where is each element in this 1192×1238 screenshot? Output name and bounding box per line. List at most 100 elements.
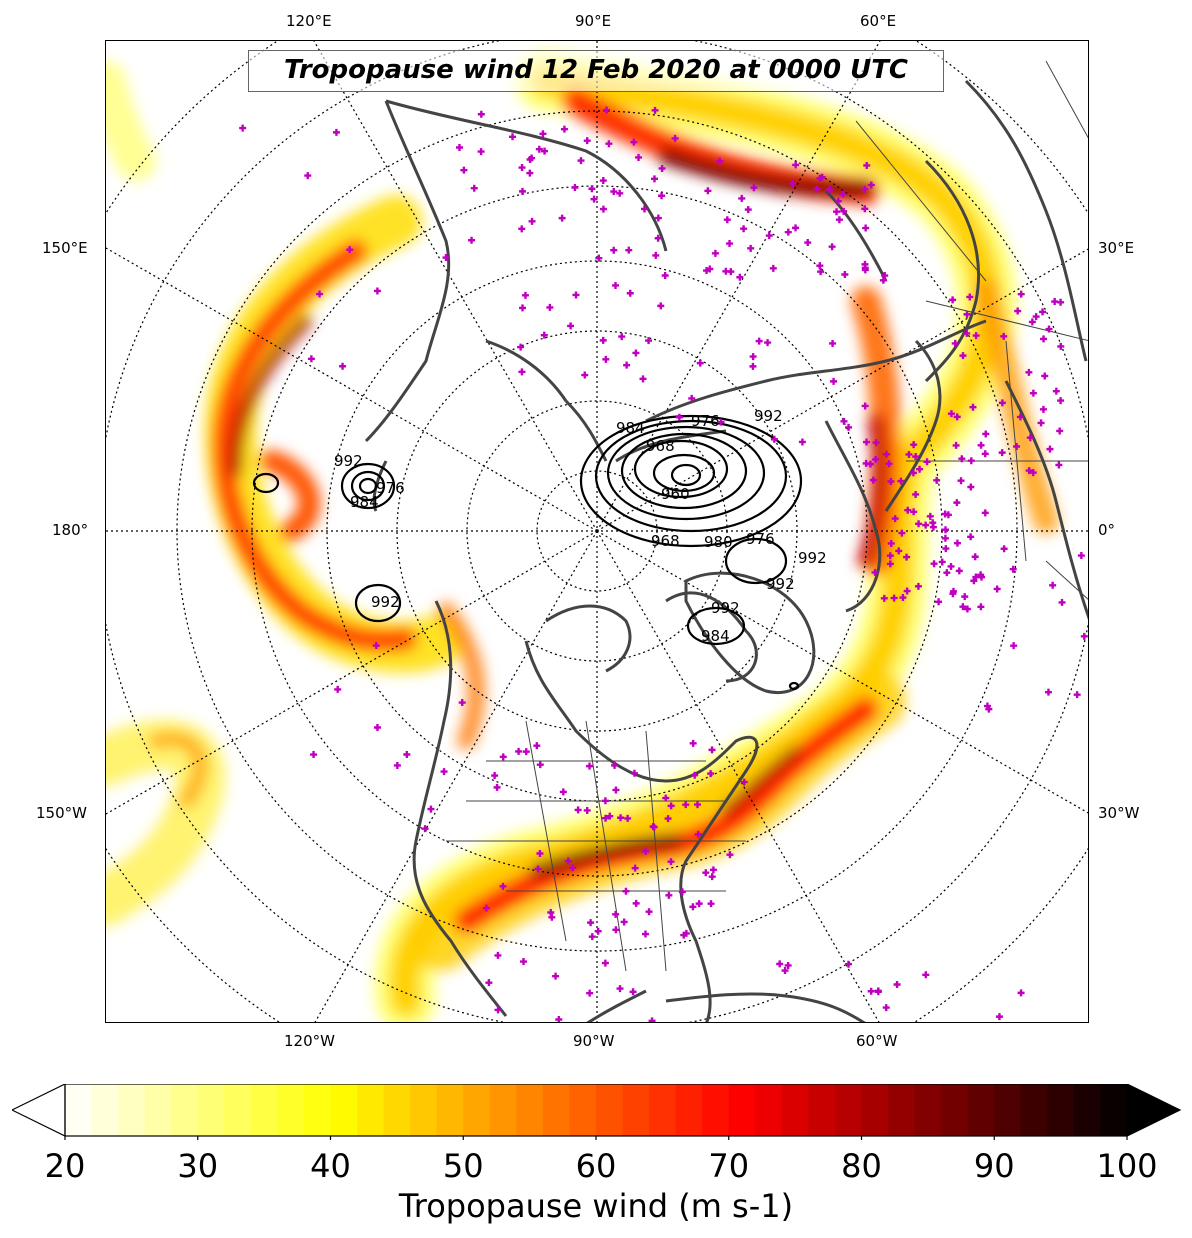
colorbar-cell — [144, 1084, 172, 1136]
station-marker — [882, 1004, 890, 1012]
station-marker — [764, 339, 772, 347]
station-marker — [1049, 581, 1057, 589]
station-marker — [1026, 434, 1034, 442]
lon-label-bottom-120w: 120°W — [284, 1032, 335, 1050]
station-marker — [963, 329, 971, 337]
station-marker — [625, 246, 633, 254]
station-marker — [610, 246, 618, 254]
wind-field — [106, 51, 1059, 1022]
station-marker — [717, 418, 725, 426]
colorbar-extend-min — [12, 1084, 66, 1137]
station-marker — [1017, 989, 1025, 997]
colorbar-tick-label: 90 — [973, 1147, 1015, 1185]
station-marker — [618, 333, 626, 341]
station-marker — [840, 207, 848, 215]
station-marker — [943, 569, 951, 577]
station-marker — [651, 106, 659, 114]
station-marker — [882, 450, 890, 458]
station-marker — [834, 197, 842, 205]
station-marker — [1052, 387, 1060, 395]
station-marker — [403, 750, 411, 758]
station-marker — [765, 232, 773, 240]
station-marker — [470, 184, 478, 192]
station-marker — [909, 469, 917, 477]
station-marker — [1016, 413, 1024, 421]
map-canvas: 992 984 976 968 960 984 976 968 980 976 … — [106, 41, 1088, 1022]
station-marker — [606, 812, 614, 820]
svg-text:968: 968 — [646, 437, 675, 455]
station-marker — [552, 972, 560, 980]
station-marker — [440, 768, 448, 776]
station-marker — [869, 476, 877, 484]
station-marker — [916, 465, 924, 473]
station-marker — [967, 457, 975, 465]
station-marker — [841, 270, 849, 278]
station-marker — [972, 332, 980, 340]
lon-label-right-30e: 30°E — [1098, 239, 1135, 257]
station-marker — [346, 246, 354, 254]
station-marker — [526, 169, 534, 177]
station-marker — [517, 343, 525, 351]
station-marker — [1040, 335, 1048, 343]
station-marker — [1029, 389, 1037, 397]
station-marker — [539, 130, 547, 138]
svg-text:984: 984 — [616, 419, 645, 437]
colorbar-cell — [436, 1084, 464, 1136]
lon-label-right-30w: 30°W — [1098, 804, 1140, 822]
colorbar-cell — [675, 1084, 703, 1136]
station-marker — [427, 805, 435, 813]
station-marker — [630, 138, 638, 146]
colorbar-tick-label: 100 — [1096, 1147, 1158, 1185]
station-marker — [716, 157, 724, 165]
station-marker — [612, 926, 620, 934]
station-marker — [969, 403, 977, 411]
station-marker — [534, 865, 542, 873]
station-marker — [667, 802, 675, 810]
colorbar-cell — [171, 1084, 199, 1136]
station-marker — [611, 761, 619, 769]
map-title: Tropopause wind 12 Feb 2020 at 0000 UTC — [248, 50, 944, 92]
station-marker — [612, 786, 620, 794]
station-marker — [623, 361, 631, 369]
station-marker — [983, 702, 991, 710]
station-marker — [1029, 469, 1037, 477]
lon-label-left-180: 180° — [52, 521, 89, 539]
station-marker — [599, 205, 607, 213]
colorbar-cells — [65, 1084, 1128, 1136]
station-marker — [665, 891, 673, 899]
station-marker — [518, 368, 526, 376]
colorbar-tick-label: 30 — [177, 1147, 219, 1185]
station-marker — [601, 959, 609, 967]
station-marker — [784, 228, 792, 236]
lon-label-top-120e: 120°E — [286, 12, 332, 30]
station-marker — [867, 987, 875, 995]
station-marker — [526, 156, 534, 164]
colorbar-cell — [755, 1084, 783, 1136]
station-marker — [1077, 552, 1085, 560]
colorbar-cell — [1020, 1084, 1048, 1136]
colorbar-cell — [649, 1084, 677, 1136]
svg-text:992: 992 — [798, 549, 827, 567]
station-marker — [993, 585, 1001, 593]
colorbar-cell — [834, 1084, 863, 1136]
station-marker — [977, 571, 985, 579]
station-marker — [639, 375, 647, 383]
station-marker — [1041, 372, 1049, 380]
station-marker — [518, 164, 526, 172]
station-marker — [603, 106, 611, 114]
station-marker — [923, 458, 931, 466]
station-marker — [971, 553, 979, 561]
station-marker — [818, 173, 826, 181]
station-marker — [393, 761, 401, 769]
station-marker — [555, 1015, 563, 1022]
station-marker — [564, 857, 572, 865]
station-marker — [784, 961, 792, 969]
station-marker — [546, 303, 554, 311]
station-marker — [835, 216, 843, 224]
colorbar-tick-label: 20 — [44, 1147, 86, 1185]
station-marker — [903, 553, 911, 561]
station-marker — [1058, 598, 1066, 606]
station-marker — [571, 183, 579, 191]
station-marker — [1051, 298, 1059, 306]
svg-text:976: 976 — [746, 530, 775, 548]
